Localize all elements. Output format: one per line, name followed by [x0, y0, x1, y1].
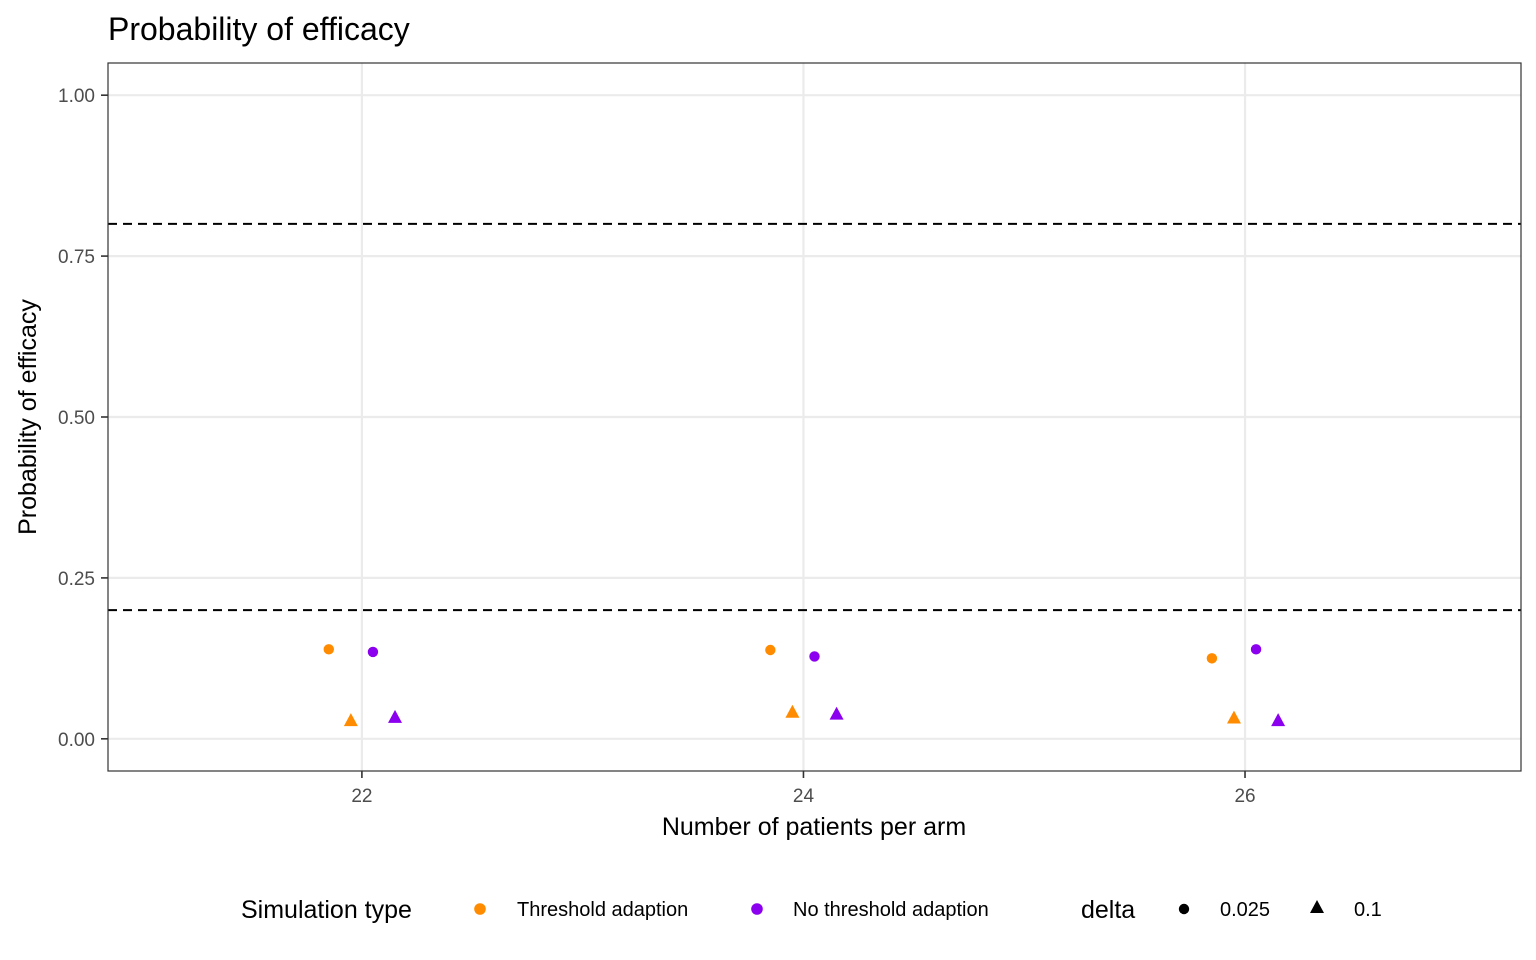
x-axis-title: Number of patients per arm [662, 813, 966, 841]
y-tick-label: 0.75 [58, 247, 95, 268]
data-point-circle [809, 651, 820, 662]
y-tick-label: 0.00 [58, 730, 95, 751]
legend-key-no-threshold-adaption [751, 903, 763, 915]
legend: Simulation type Threshold adaption No th… [241, 896, 1382, 924]
y-axis-title: Probability of efficacy [14, 299, 42, 535]
data-point-triangle [1226, 710, 1241, 724]
legend-title-simulation-type: Simulation type [241, 896, 412, 924]
data-point-circle [1206, 653, 1218, 664]
y-tick-label: 0.50 [58, 408, 95, 429]
legend-key-delta-01 [1310, 900, 1324, 913]
legend-label-threshold-adaption: Threshold adaption [517, 899, 688, 921]
legend-title-delta: delta [1081, 896, 1135, 924]
data-point-circle [1250, 644, 1262, 655]
legend-label-delta-0025: 0.025 [1220, 899, 1270, 921]
data-point-triangle [829, 706, 844, 720]
data-point-triangle [785, 704, 800, 718]
legend-key-delta-0025 [1178, 903, 1190, 915]
data-point-circle [367, 646, 379, 658]
axis-tick-labels: 0.00 0.25 0.50 0.75 1.00 22 24 26 [58, 86, 1256, 807]
chart-title: Probability of efficacy [108, 11, 410, 47]
axis-ticks [101, 94, 1246, 778]
data-point-triangle [388, 709, 403, 723]
data-point-circle [323, 644, 334, 655]
reference-lines [108, 222, 1521, 612]
x-tick-label: 24 [793, 786, 815, 807]
legend-label-no-threshold-adaption: No threshold adaption [793, 899, 989, 921]
data-points [323, 644, 1286, 727]
y-tick-label: 0.25 [58, 569, 95, 590]
data-point-triangle [1271, 713, 1286, 727]
legend-label-delta-01: 0.1 [1354, 899, 1382, 921]
legend-key-threshold-adaption [474, 903, 486, 915]
data-point-circle [765, 644, 776, 656]
data-point-triangle [343, 713, 358, 727]
grid-lines [108, 63, 1521, 771]
x-tick-label: 26 [1234, 786, 1255, 807]
y-tick-label: 1.00 [58, 86, 95, 107]
x-tick-label: 22 [351, 786, 372, 807]
